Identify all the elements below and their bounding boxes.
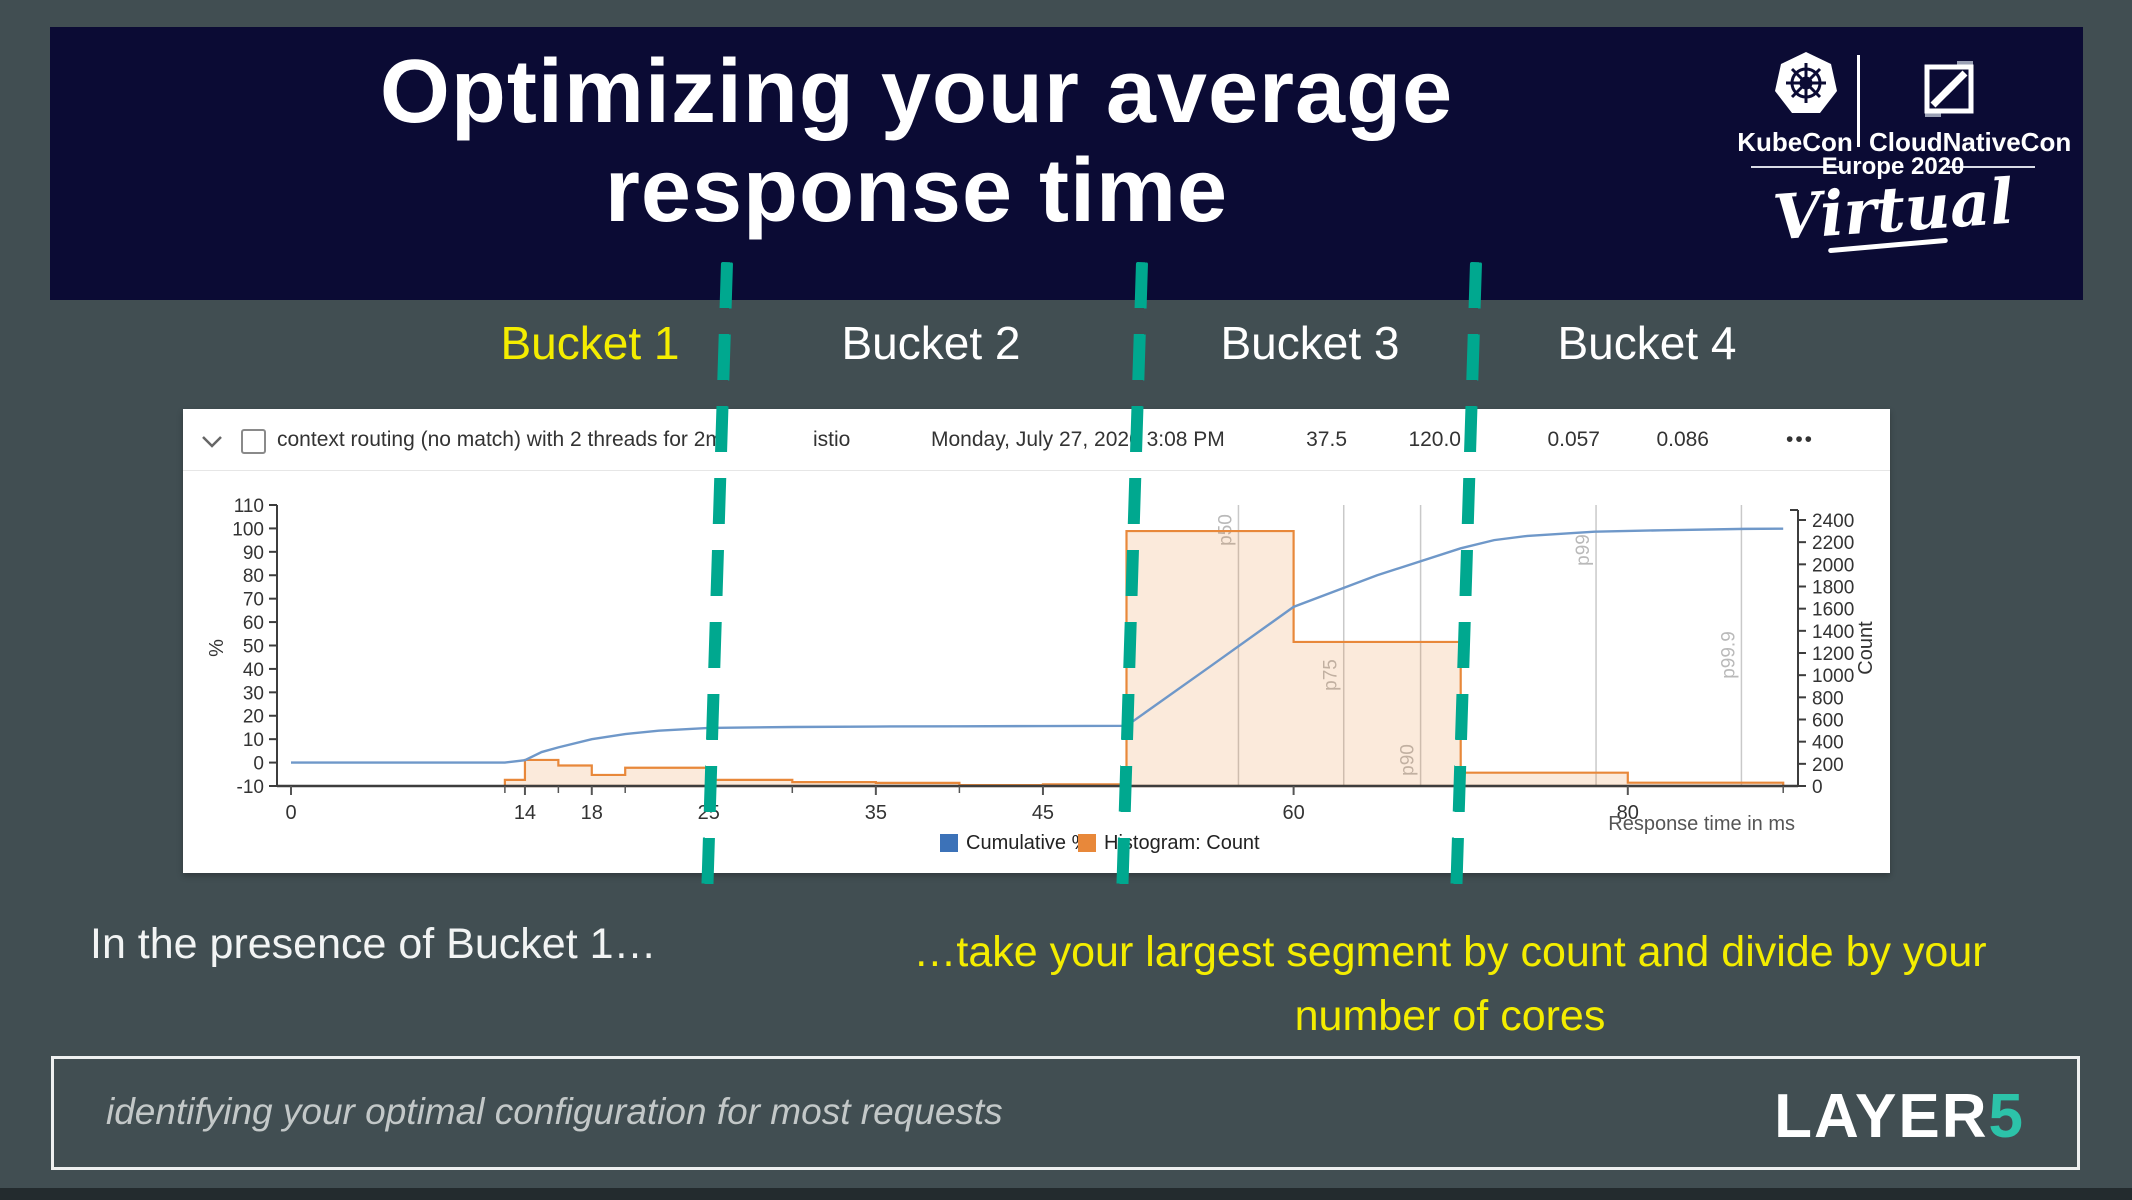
right-tick-label: 1400: [1812, 622, 1854, 643]
right-tick-label: 0: [1812, 777, 1823, 798]
x-tick-label: 0: [285, 802, 296, 824]
left-tick-label: 30: [243, 683, 264, 704]
left-tick-label: 10: [243, 730, 264, 751]
x-axis-title: Response time in ms: [1608, 813, 1795, 835]
cloudnativecon-icon: [1924, 61, 1974, 117]
layer5-logo: LAYER5: [1774, 1081, 2025, 1152]
right-axis-title: Count: [1855, 621, 1877, 675]
event-rule-right: [1947, 166, 2035, 168]
result-row-header: context routing (no match) with 2 thread…: [183, 409, 1890, 471]
left-tick-label: 20: [243, 707, 264, 728]
bottom-edge: [0, 1188, 2132, 1200]
right-tick-label: 1800: [1812, 578, 1854, 599]
bucket-label-3: Bucket 3: [1220, 317, 1400, 369]
right-tick-label: 1200: [1812, 644, 1854, 665]
event-name: Europe 2020: [1821, 153, 1965, 180]
result-namespace: istio: [813, 428, 851, 451]
left-tick-label: 110: [234, 496, 264, 517]
footer-tagline: identifying your optimal configuration f…: [106, 1091, 1003, 1132]
logo-divider: [1857, 55, 1860, 147]
percentile-label: p99.9: [1718, 631, 1739, 679]
bucket-label-2: Bucket 2: [841, 317, 1021, 369]
left-tick-label: 100: [232, 519, 264, 540]
chevron-down-icon[interactable]: [201, 435, 223, 448]
left-tick-label: 90: [243, 543, 264, 564]
histogram-series: [503, 529, 1785, 788]
left-tick-label: 0: [253, 754, 264, 775]
row-menu-button[interactable]: •••: [1785, 428, 1815, 451]
x-tick-label: 18: [581, 802, 603, 824]
right-tick-label: 1000: [1812, 666, 1854, 687]
left-axis-title: %: [206, 639, 228, 657]
result-value-duration: 120.0: [1408, 428, 1461, 451]
kubecon-wordmark: KubeCon: [1737, 127, 1853, 157]
title-banner: Optimizing your average response time: [50, 27, 2083, 300]
bucket-label-1: Bucket 1: [500, 317, 680, 369]
left-tick-label: -10: [237, 777, 264, 798]
right-tick-label: 2000: [1812, 555, 1854, 576]
event-logo-block: KubeCon CloudNativeCon Europe 2020 Virtu…: [1733, 45, 2072, 280]
percentile-label: p99: [1573, 534, 1594, 566]
slide-title-line1: Optimizing your average: [379, 42, 1454, 142]
right-tick-label: 1600: [1812, 600, 1854, 621]
legend-swatch: [1078, 834, 1096, 852]
cloudnativecon-wordmark: CloudNativeCon: [1869, 127, 2072, 157]
result-title: context routing (no match) with 2 thread…: [277, 428, 723, 451]
x-tick-label: 60: [1282, 802, 1304, 824]
left-tick-label: 70: [243, 590, 264, 611]
right-tick-label: 600: [1812, 711, 1844, 732]
legend-label: Histogram: Count: [1104, 832, 1260, 854]
annotation-right-line1: …take your largest segment by count and …: [913, 928, 1987, 976]
legend-label: Cumulative %: [966, 832, 1090, 854]
result-value-p999: 0.086: [1656, 428, 1709, 451]
slide-title-line2: response time: [604, 141, 1229, 241]
result-date: Monday, July 27, 2020 3:08 PM: [931, 428, 1225, 451]
layer5-logo-five: 5: [1988, 1082, 2025, 1151]
annotation-right: …take your largest segment by count and …: [790, 920, 2110, 1048]
x-tick-label: 35: [865, 802, 887, 824]
right-tick-label: 2400: [1812, 511, 1854, 532]
result-value-p50: 0.057: [1547, 428, 1600, 451]
virtual-wordmark: Virtual: [1770, 164, 2016, 255]
left-tick-label: 60: [243, 613, 264, 634]
latency-histogram-chart: p50p75p90p99p99.9-1001020304050607080901…: [206, 496, 1877, 854]
right-tick-label: 2200: [1812, 533, 1854, 554]
cumulative-series: [291, 527, 1784, 764]
right-tick-label: 400: [1812, 733, 1844, 754]
legend-swatch: [940, 834, 958, 852]
layer5-logo-text: LAYER: [1774, 1082, 1989, 1151]
left-tick-label: 50: [243, 636, 264, 657]
left-tick-label: 80: [243, 566, 264, 587]
bucket-label-4: Bucket 4: [1557, 317, 1737, 369]
slide-title: Optimizing your average response time: [50, 43, 1783, 241]
right-tick-label: 200: [1812, 755, 1844, 776]
annotation-left: In the presence of Bucket 1…: [90, 920, 657, 968]
result-value-qps: 37.5: [1306, 428, 1347, 451]
right-tick-label: 800: [1812, 688, 1844, 709]
footer-bar: identifying your optimal configuration f…: [51, 1056, 2080, 1170]
left-tick-label: 40: [243, 660, 264, 681]
event-rule-left: [1751, 166, 1839, 168]
percentile-label: p90: [1398, 744, 1419, 776]
fortio-result-panel: context routing (no match) with 2 thread…: [183, 409, 1890, 873]
annotation-right-line2: number of cores: [1294, 992, 1606, 1040]
x-tick-label: 80: [1617, 802, 1639, 824]
x-tick-label: 14: [514, 802, 536, 824]
row-checkbox[interactable]: [241, 429, 266, 454]
kubernetes-helm-icon: [1775, 52, 1837, 113]
percentile-label: p75: [1321, 659, 1342, 691]
x-tick-label: 45: [1032, 802, 1054, 824]
